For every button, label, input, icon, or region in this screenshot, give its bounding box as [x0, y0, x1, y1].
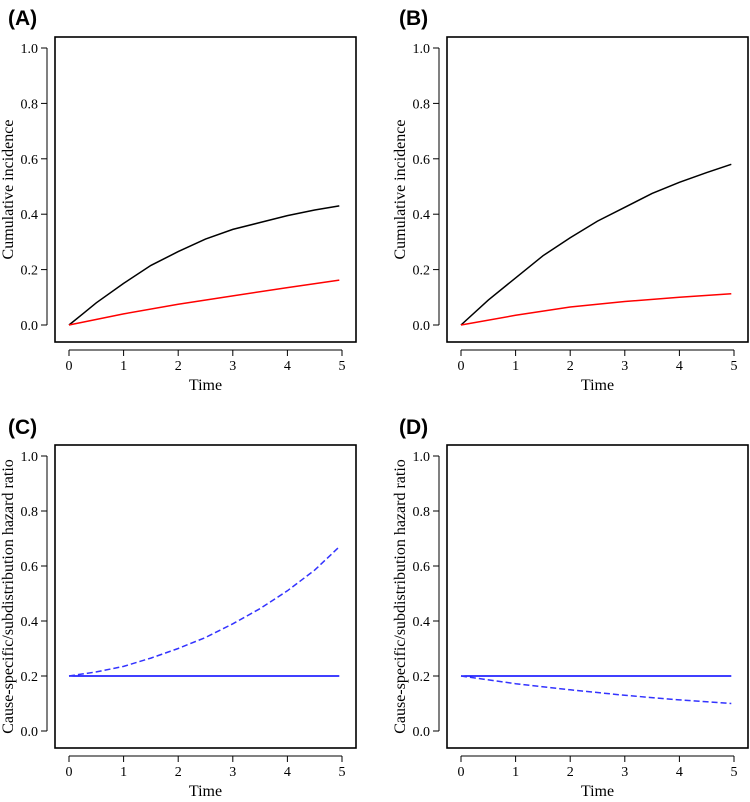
y-tick-label: 0.6: [21, 560, 39, 575]
x-tick-label: 2: [567, 359, 574, 374]
y-tick-label: 0.0: [413, 725, 431, 740]
y-tick-label: 0.4: [21, 615, 39, 630]
panel-b-label: (B): [399, 7, 428, 30]
x-tick-label: 4: [676, 765, 683, 780]
y-tick-label: 0.2: [413, 264, 431, 279]
y-axis-title: Cumulative incidence: [0, 120, 17, 260]
x-tick-label: 0: [458, 359, 465, 374]
x-axis-title: Time: [581, 377, 614, 394]
y-axis-title: Cumulative incidence: [392, 120, 409, 260]
series-red: [460, 292, 732, 326]
y-tick-label: 0.0: [21, 319, 39, 334]
y-tick-label: 0.6: [21, 153, 39, 168]
y-axis-title: Cause-specific/subdistribution hazard ra…: [0, 459, 17, 734]
x-tick-label: 5: [339, 359, 346, 374]
y-tick-label: 0.4: [21, 208, 39, 223]
x-tick-label: 0: [66, 765, 73, 780]
y-tick-label: 0.8: [21, 505, 39, 520]
series-red: [68, 279, 340, 326]
plot-frame: [446, 36, 749, 343]
x-tick-label: 4: [676, 359, 683, 374]
x-tick-label: 3: [229, 765, 236, 780]
y-tick-label: 0.8: [413, 505, 431, 520]
y-tick-label: 0.2: [21, 264, 39, 279]
x-tick-label: 5: [339, 765, 346, 780]
x-tick-label: 0: [458, 765, 465, 780]
y-tick-label: 0.6: [413, 153, 431, 168]
x-axis-title: Time: [581, 783, 614, 800]
panel-a: (A) 0 1 2 3 4 5 0.0 0.2 0.4 0.6 0.8 1.0 Time Cumulativ…: [0, 7, 357, 394]
x-axis-title: Time: [189, 783, 222, 800]
x-tick-label: 3: [621, 765, 628, 780]
x-tick-label: 3: [229, 359, 236, 374]
y-tick-label: 0.0: [21, 725, 39, 740]
x-tick-label: 4: [284, 359, 291, 374]
x-tick-label: 1: [120, 359, 127, 374]
y-tick-label: 0.2: [21, 670, 39, 685]
y-tick-label: 0.0: [413, 319, 431, 334]
y-axis-title: Cause-specific/subdistribution hazard ra…: [392, 459, 409, 734]
series-black: [68, 205, 340, 326]
x-axis-title: Time: [189, 377, 222, 394]
y-tick-label: 1.0: [413, 450, 431, 465]
x-tick-label: 5: [731, 359, 738, 374]
y-tick-label: 0.4: [413, 615, 431, 630]
panel-d: (D) 0 1 2 3 4 5 0.0 0.2 0.4 0.6 0.8 1.0 Time Cause-spe…: [392, 416, 749, 800]
panel-a-label: (A): [8, 7, 37, 30]
panel-d-label: (D): [399, 416, 428, 439]
plot-frame: [54, 444, 357, 749]
x-tick-label: 1: [512, 765, 519, 780]
series-blue-dashed: [460, 675, 732, 705]
y-tick-label: 0.2: [413, 670, 431, 685]
x-tick-label: 1: [512, 359, 519, 374]
panel-c-label: (C): [8, 416, 37, 439]
y-tick-label: 1.0: [21, 450, 39, 465]
x-tick-label: 0: [66, 359, 73, 374]
y-tick-label: 0.8: [21, 97, 39, 112]
x-tick-label: 2: [567, 765, 574, 780]
y-tick-label: 0.4: [413, 208, 431, 223]
x-tick-label: 2: [175, 765, 182, 780]
y-tick-label: 0.6: [413, 560, 431, 575]
y-tick-label: 1.0: [413, 42, 431, 57]
panel-c: (C) 0 1 2 3 4 5 0.0 0.2 0.4 0.6 0.8 1.0 Time Cause-spe…: [0, 416, 357, 800]
plot-frame: [54, 36, 357, 343]
x-tick-label: 5: [731, 765, 738, 780]
x-tick-label: 2: [175, 359, 182, 374]
panel-b: (B) 0 1 2 3 4 5 0.0 0.2 0.4 0.6 0.8 1.0 Time Cumulativ…: [392, 7, 749, 394]
x-tick-label: 4: [284, 765, 291, 780]
y-tick-label: 0.8: [413, 97, 431, 112]
plot-frame: [446, 444, 749, 749]
y-tick-label: 1.0: [21, 42, 39, 57]
series-black: [460, 163, 732, 326]
x-tick-label: 1: [120, 765, 127, 780]
series-blue-dashed: [68, 546, 340, 677]
x-tick-label: 3: [621, 359, 628, 374]
